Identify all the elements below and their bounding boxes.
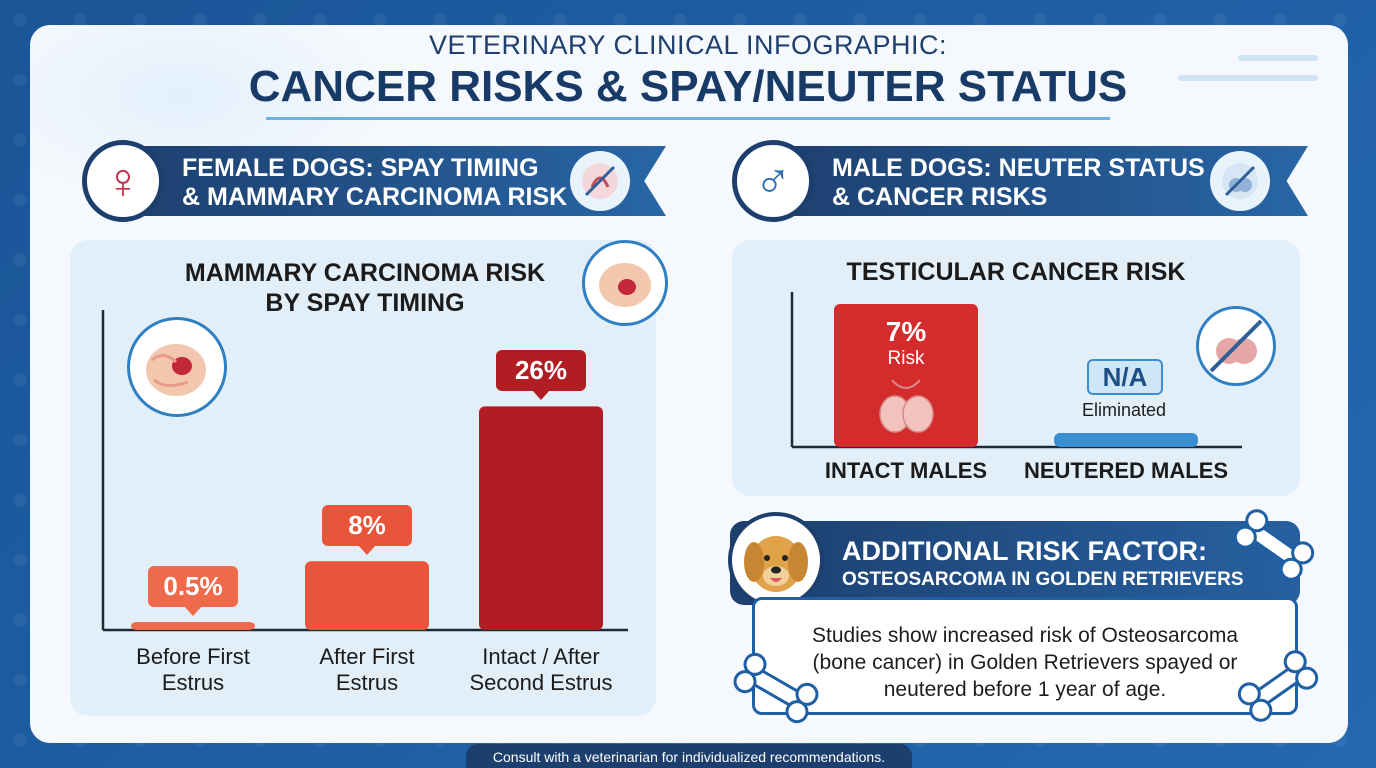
additional-risk-title-line2: OSTEOSARCOMA IN GOLDEN RETRIEVERS (842, 569, 1244, 590)
male-banner: ♂ MALE DOGS: NEUTER STATUS & CANCER RISK… (732, 140, 1308, 222)
mammary-category-label: Before First Estrus (103, 644, 283, 696)
osteosarcoma-text-line2: (bone cancer) in Golden Retrievers spaye… (812, 651, 1238, 674)
mammary-category-label: Intact / After Second Estrus (451, 644, 631, 696)
testicular-sub-label: Eliminated (1081, 400, 1167, 420)
female-banner: ♀ FEMALE DOGS: SPAY TIMING & MAMMARY CAR… (82, 140, 666, 222)
mammary-category-line2: Second Estrus (469, 670, 613, 695)
testicular-chart-title: TESTICULAR CANCER RISK (846, 258, 1186, 286)
no-testicle-bubble-icon (1196, 306, 1276, 386)
testicular-data-label: N/A (1087, 359, 1163, 395)
male-banner-line1: MALE DOGS: NEUTER STATUS (832, 154, 1205, 182)
female-banner-line1: FEMALE DOGS: SPAY TIMING (182, 154, 539, 182)
testicular-data-label: 7% (885, 316, 927, 347)
bone-icon (733, 652, 819, 724)
testicular-category-label: INTACT MALES (824, 458, 988, 483)
mammary-category-line1: Intact / After (482, 644, 600, 669)
mammary-category-line2: Estrus (161, 670, 225, 695)
footer-disclaimer: Consult with a veterinarian for individu… (466, 744, 912, 768)
mammary-category-line2: Estrus (335, 670, 399, 695)
mammary-category-label: After First Estrus (277, 644, 457, 696)
no-testicle-icon (1210, 151, 1270, 211)
testicular-sub-label: Risk (887, 348, 925, 369)
female-banner-line2: & MAMMARY CARCINOMA RISK (182, 183, 568, 211)
additional-risk-header (730, 521, 1300, 605)
testicular-category-label: NEUTERED MALES (1023, 458, 1229, 483)
mammary-tumor-bubble-icon (582, 240, 668, 326)
female-symbol-icon: ♀ (82, 140, 164, 222)
additional-risk-title-line1: ADDITIONAL RISK FACTOR: (842, 536, 1208, 566)
golden-retriever-avatar (728, 512, 824, 608)
mammary-chart-title: MAMMARY CARCINOMA RISK BY SPAY TIMING (130, 258, 600, 318)
decorative-lines (1178, 55, 1318, 95)
title-underline (266, 117, 1110, 120)
page-title: CANCER RISKS & SPAY/NEUTER STATUS (248, 62, 1128, 111)
mammary-category-line1: Before First (136, 644, 250, 669)
additional-risk-title: ADDITIONAL RISK FACTOR: OSTEOSARCOMA IN … (842, 535, 1244, 593)
male-banner-title: MALE DOGS: NEUTER STATUS & CANCER RISKS (832, 154, 1205, 212)
mammary-data-label: 8% (322, 505, 412, 556)
osteosarcoma-text-line1: Studies show increased risk of Osteosarc… (811, 624, 1239, 647)
male-banner-line2: & CANCER RISKS (832, 183, 1048, 211)
osteosarcoma-description: Studies show increased risk of Osteosarc… (752, 597, 1298, 715)
mammary-chart-title-line2: BY SPAY TIMING (265, 289, 465, 317)
mammary-data-label: 26% (496, 350, 586, 401)
osteosarcoma-text-line3: neutered before 1 year of age. (883, 678, 1167, 701)
bone-icon (1237, 650, 1319, 722)
mammary-data-label: 0.5% (148, 566, 238, 616)
mammary-tissue-icon (127, 317, 227, 417)
bone-icon (1233, 509, 1315, 581)
mammary-chart-title-line1: MAMMARY CARCINOMA RISK (184, 259, 546, 287)
no-mammary-icon (570, 151, 630, 211)
pre-title: VETERINARY CLINICAL INFOGRAPHIC: (428, 30, 948, 60)
male-symbol-icon: ♂ (732, 140, 814, 222)
female-banner-title: FEMALE DOGS: SPAY TIMING & MAMMARY CARCI… (182, 154, 567, 212)
mammary-category-line1: After First (319, 644, 415, 669)
